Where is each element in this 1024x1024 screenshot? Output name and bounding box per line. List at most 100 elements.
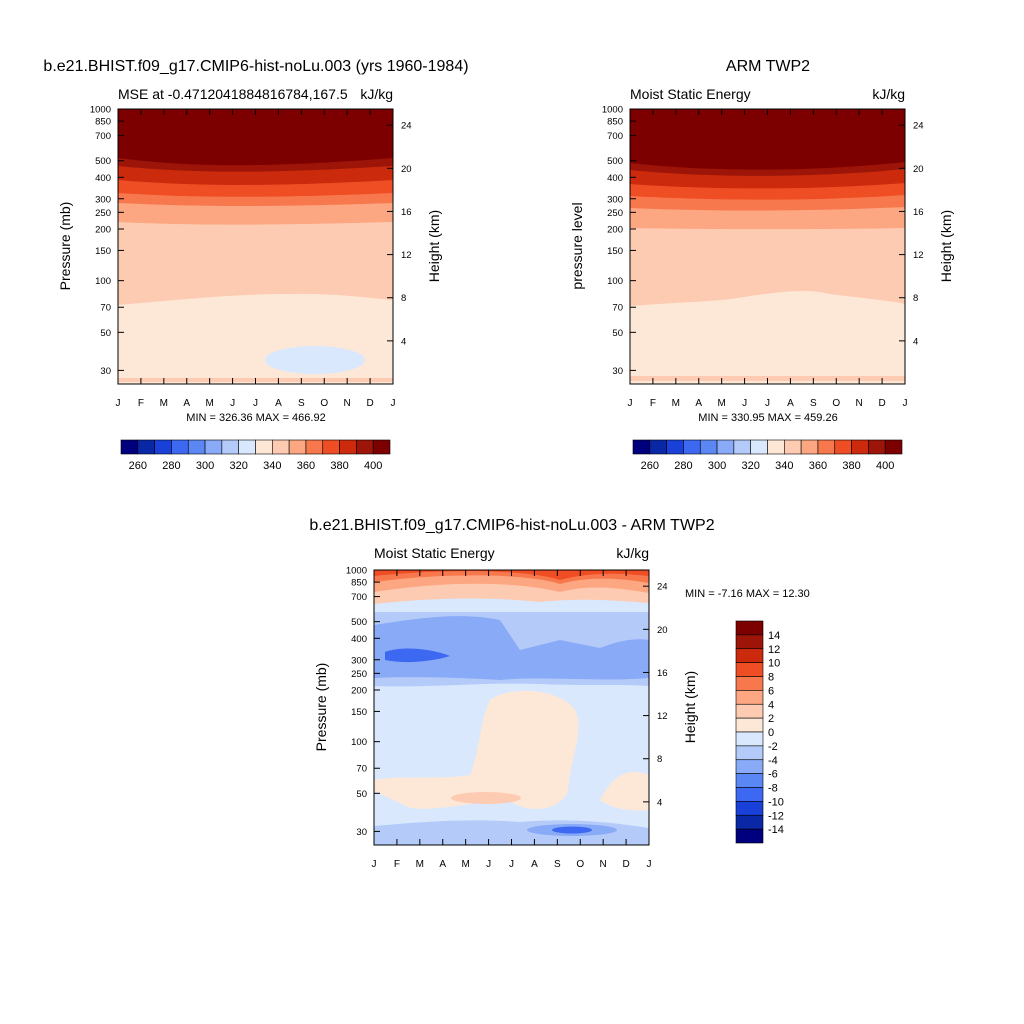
colorbar-swatch	[733, 439, 751, 455]
colorbar-swatch	[750, 439, 768, 455]
left-subtitle: Moist Static Energy	[374, 545, 495, 561]
colorbar-swatch	[288, 439, 307, 455]
y2-tick-label: 12	[657, 711, 668, 722]
colorbar-swatch	[735, 731, 764, 747]
x-tick-label: J	[903, 398, 908, 409]
y-axis-label: pressure level	[569, 202, 585, 289]
y-tick-label: 500	[95, 156, 111, 167]
colorbar-label: -10	[768, 796, 784, 808]
colorbar-label: 360	[297, 460, 315, 472]
y-tick-label: 250	[607, 208, 623, 219]
x-tick-label: N	[856, 398, 863, 409]
colorbar-swatch	[187, 439, 206, 455]
y2-tick-label: 20	[657, 625, 668, 636]
chart-title: ARM TWP2	[726, 58, 810, 75]
colorbar-label: 12	[768, 644, 780, 656]
right-subtitle: kJ/kg	[616, 545, 649, 561]
y-tick-label: 70	[100, 303, 111, 314]
colorbar-swatch	[884, 439, 903, 455]
x-tick-label: A	[531, 859, 538, 870]
contour-fill-neg4	[374, 616, 649, 680]
x-tick-label: J	[230, 398, 235, 409]
colorbar-swatch	[356, 439, 374, 455]
x-tick-label: D	[622, 859, 629, 870]
y-tick-label: 30	[356, 827, 367, 838]
min-max-readout: MIN = 326.36 MAX = 466.92	[186, 412, 325, 424]
x-tick-label: M	[717, 398, 725, 409]
colorbar-swatch	[735, 648, 764, 663]
y2-tick-label: 16	[657, 668, 668, 679]
colorbar-swatch	[649, 439, 667, 455]
y2-tick-label: 8	[657, 754, 662, 765]
colorbar-swatch	[255, 439, 273, 455]
y-tick-label: 1000	[346, 566, 367, 577]
y-tick-label: 50	[100, 328, 111, 339]
x-tick-label: J	[765, 398, 770, 409]
y-tick-label: 200	[607, 224, 623, 235]
colorbar-label: 260	[641, 460, 659, 472]
colorbar-label: -8	[768, 783, 778, 795]
colorbar-swatch	[767, 439, 785, 455]
x-tick-label: F	[138, 398, 144, 409]
y-tick-label: 30	[100, 366, 111, 377]
min-max-readout: MIN = 330.95 MAX = 459.26	[698, 412, 837, 424]
x-tick-label: J	[116, 398, 121, 409]
contour-fill-410	[118, 109, 393, 166]
y2-tick-label: 4	[913, 336, 918, 347]
x-tick-label: O	[576, 859, 584, 870]
x-tick-label: J	[509, 859, 514, 870]
x-tick-label: M	[205, 398, 213, 409]
y2-axis-label: Height (km)	[938, 210, 954, 282]
chart-title: b.e21.BHIST.f09_g17.CMIP6-hist-noLu.003 …	[43, 58, 468, 75]
y-tick-label: 50	[356, 789, 367, 800]
x-tick-label: F	[650, 398, 656, 409]
y-tick-label: 700	[351, 592, 367, 603]
colorbar-label: 10	[768, 658, 780, 670]
colorbar-swatch	[154, 439, 172, 455]
colorbar-swatch	[735, 690, 764, 705]
colorbar-label: -4	[768, 755, 778, 767]
colorbar-label: 6	[768, 685, 774, 697]
x-tick-label: J	[486, 859, 491, 870]
y2-axis-label: Height (km)	[426, 210, 442, 282]
x-tick-label: N	[344, 398, 351, 409]
x-tick-label: M	[672, 398, 680, 409]
y2-tick-label: 24	[401, 121, 412, 132]
y2-tick-label: 16	[401, 207, 412, 218]
y2-tick-label: 20	[401, 164, 412, 175]
y-tick-label: 500	[351, 617, 367, 628]
y-tick-label: 70	[356, 764, 367, 775]
colorbar-swatch	[683, 439, 701, 455]
colorbar-swatch	[868, 439, 886, 455]
colorbar-swatch	[735, 759, 764, 774]
x-tick-label: A	[439, 859, 446, 870]
x-tick-label: D	[878, 398, 885, 409]
colorbar-swatch	[735, 773, 764, 788]
colorbar-swatch	[735, 814, 764, 830]
colorbar-label: -6	[768, 769, 778, 781]
y-tick-label: 50	[612, 328, 623, 339]
contour-fill-410	[630, 109, 905, 170]
colorbar-swatch	[735, 828, 764, 844]
colorbar-swatch	[834, 439, 852, 455]
x-tick-label: D	[366, 398, 373, 409]
y2-axis: 24 20 16 12 8 4	[899, 121, 924, 347]
y-tick-label: 200	[351, 685, 367, 696]
right-subtitle: kJ/kg	[360, 86, 393, 102]
colorbar-label: 8	[768, 672, 774, 684]
colorbar-swatch	[372, 439, 391, 455]
colorbar-label: -14	[768, 824, 784, 836]
colorbar-swatch	[238, 439, 256, 455]
colorbar-label: 300	[196, 460, 214, 472]
colorbar-swatch	[784, 439, 802, 455]
colorbar-swatch	[305, 439, 324, 455]
y-tick-label: 300	[95, 194, 111, 205]
panel-model-mse: b.e21.BHIST.f09_g17.CMIP6-hist-noLu.003 …	[43, 58, 468, 472]
colorbar-label: 360	[809, 460, 827, 472]
colorbar-swatch	[716, 439, 735, 455]
colorbar-label: 340	[775, 460, 793, 472]
plot-area	[630, 109, 905, 384]
colorbar-swatch	[735, 662, 764, 677]
